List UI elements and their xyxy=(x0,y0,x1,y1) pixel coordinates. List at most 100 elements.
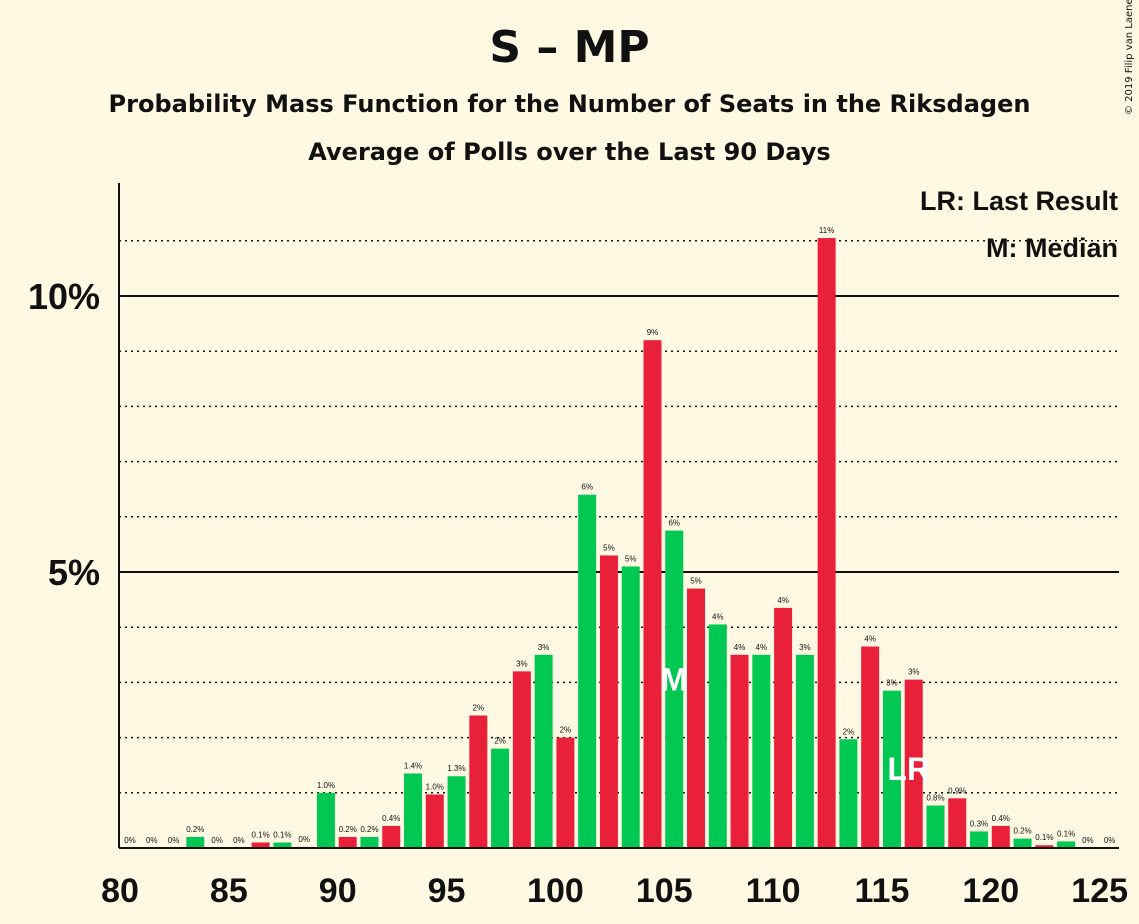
bar-seat-91 xyxy=(360,836,379,848)
x-tick-label-105: 105 xyxy=(636,872,693,910)
bar-seat-103 xyxy=(621,566,640,848)
value-label-seat-125: 0% xyxy=(1104,836,1116,845)
value-label-seat-122: 0.1% xyxy=(1035,833,1053,842)
bar-seat-93 xyxy=(404,773,423,848)
bar-seat-118 xyxy=(948,798,967,848)
bar-seat-112 xyxy=(817,238,836,849)
value-label-seat-113: 2% xyxy=(843,727,855,736)
markers: M LR xyxy=(661,662,930,787)
value-labels: 0% 0% 0%0.2%0% 0%0.1% 0.1% 0%1.0%0.2% 0.2%0.4%… xyxy=(124,226,1115,845)
value-label-seat-99: 3% xyxy=(538,643,550,652)
legend-median: M: Median xyxy=(986,233,1118,263)
bar-seat-120 xyxy=(991,825,1010,848)
bar-seat-117 xyxy=(926,805,945,848)
y-tick-label-10: 10% xyxy=(28,276,100,317)
bar-seat-98 xyxy=(512,671,531,848)
value-label-seat-82: 0% xyxy=(168,836,180,845)
x-tick-label-110: 110 xyxy=(746,872,801,910)
bar-seat-102 xyxy=(599,555,618,848)
bar-seat-113 xyxy=(839,739,858,848)
value-label-seat-120: 0.4% xyxy=(992,814,1010,823)
value-label-seat-119: 0.3% xyxy=(970,819,988,828)
value-label-seat-118: 0.9% xyxy=(948,786,966,795)
value-label-seat-102: 5% xyxy=(603,543,615,552)
value-label-seat-94: 1.0% xyxy=(426,782,444,791)
last-result-marker: LR xyxy=(887,751,930,787)
value-label-seat-88: 0% xyxy=(298,835,310,844)
bar-seat-116 xyxy=(904,679,923,848)
bar-seat-87 xyxy=(273,842,292,848)
bar-seat-121 xyxy=(1013,838,1032,848)
bar-seat-106 xyxy=(687,588,706,848)
median-marker: M xyxy=(661,662,688,698)
axes xyxy=(118,183,1119,849)
bar-seat-96 xyxy=(469,715,488,848)
bar-seat-109 xyxy=(752,654,771,848)
value-label-seat-106: 5% xyxy=(690,577,702,586)
value-label-seat-98: 3% xyxy=(516,659,528,668)
value-label-seat-93: 1.4% xyxy=(404,761,422,770)
bar-seat-111 xyxy=(795,654,814,848)
y-tick-label-5: 5% xyxy=(48,552,100,593)
value-label-seat-100: 2% xyxy=(560,726,572,735)
value-label-seat-121: 0.2% xyxy=(1013,827,1031,836)
bar-seat-114 xyxy=(861,646,880,848)
bar-seat-95 xyxy=(447,776,466,848)
bar-seat-90 xyxy=(338,836,357,848)
bar-seat-97 xyxy=(491,748,510,848)
bar-seat-107 xyxy=(708,624,727,848)
x-tick-label-120: 120 xyxy=(962,872,1019,910)
x-tick-label-125: 125 xyxy=(1071,872,1128,910)
value-label-seat-84: 0% xyxy=(211,836,223,845)
value-label-seat-103: 5% xyxy=(625,554,637,563)
x-tick-label-85: 85 xyxy=(210,872,248,910)
value-label-seat-81: 0% xyxy=(146,836,158,845)
chart-subtitle-2: Average of Polls over the Last 90 Days xyxy=(308,138,831,166)
x-tick-label-100: 100 xyxy=(527,872,584,910)
value-label-seat-123: 0.1% xyxy=(1057,829,1075,838)
value-label-seat-110: 4% xyxy=(777,596,789,605)
value-label-seat-91: 0.2% xyxy=(360,825,378,834)
bars xyxy=(186,238,1076,849)
value-label-seat-105: 6% xyxy=(668,519,680,528)
bar-seat-89 xyxy=(316,792,335,848)
bar-seat-119 xyxy=(970,831,989,848)
value-label-seat-115: 3% xyxy=(886,679,898,688)
grid-lines xyxy=(119,240,1119,794)
value-label-seat-112: 11% xyxy=(819,226,834,235)
value-label-seat-109: 4% xyxy=(756,643,768,652)
value-label-seat-92: 0.4% xyxy=(382,814,400,823)
bar-seat-101 xyxy=(578,494,597,848)
value-label-seat-101: 6% xyxy=(581,483,593,492)
bar-seat-100 xyxy=(556,737,575,848)
bar-seat-123 xyxy=(1057,841,1076,848)
value-label-seat-90: 0.2% xyxy=(339,825,357,834)
x-tick-label-95: 95 xyxy=(428,872,466,910)
legend-last-result: LR: Last Result xyxy=(920,186,1118,216)
value-label-seat-87: 0.1% xyxy=(273,830,291,839)
bar-seat-92 xyxy=(382,825,401,848)
chart-title: S – MP xyxy=(489,22,650,73)
chart-subtitle: Probability Mass Function for the Number… xyxy=(108,90,1031,118)
value-label-seat-96: 2% xyxy=(473,704,485,713)
bar-seat-122 xyxy=(1035,845,1054,848)
bar-seat-115 xyxy=(882,690,901,848)
bar-seat-83 xyxy=(186,836,205,848)
value-label-seat-114: 4% xyxy=(864,635,876,644)
tick-labels: 80 85 90 95 100 105 110 115 120 125 5% 10% xyxy=(28,276,1128,910)
value-label-seat-124: 0% xyxy=(1082,836,1094,845)
value-label-seat-97: 2% xyxy=(494,737,506,746)
x-tick-label-80: 80 xyxy=(101,872,139,910)
value-label-seat-85: 0% xyxy=(233,836,245,845)
bar-seat-110 xyxy=(774,607,793,848)
value-label-seat-83: 0.2% xyxy=(186,825,204,834)
value-label-seat-104: 9% xyxy=(647,328,659,337)
value-label-seat-117: 0.8% xyxy=(926,793,944,802)
bar-seat-105 xyxy=(665,530,684,848)
value-label-seat-107: 4% xyxy=(712,612,724,621)
value-label-seat-108: 4% xyxy=(734,643,746,652)
bar-seat-108 xyxy=(730,654,749,848)
value-label-seat-95: 1.3% xyxy=(447,764,465,773)
value-label-seat-86: 0.1% xyxy=(252,830,270,839)
